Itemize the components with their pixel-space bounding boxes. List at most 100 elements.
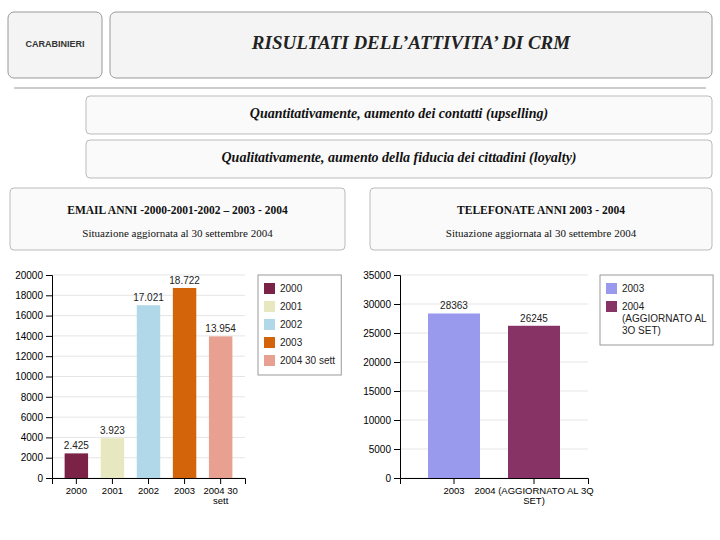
- title: RISULTATI DELL’ATTIVITA’ DI CRM: [251, 32, 571, 53]
- tick: 0: [385, 473, 400, 484]
- bar: [101, 438, 124, 478]
- text-line: SET): [523, 495, 545, 506]
- tick-mark: [112, 478, 113, 484]
- text-line: 2003: [174, 485, 195, 496]
- y-axis: 0200040006000800010000120001400016000180…: [15, 270, 52, 484]
- tick-mark: [394, 391, 400, 392]
- text-line: 2004 30 sett: [280, 355, 335, 366]
- legend-label: 2001: [280, 301, 303, 312]
- tick: 4000: [21, 432, 52, 443]
- text-line: 2001: [102, 485, 123, 496]
- tick: 5000: [369, 444, 400, 455]
- text-line: 2002: [138, 485, 159, 496]
- tick-mark: [46, 478, 52, 479]
- legend-swatch: [606, 283, 617, 294]
- tick: 20000: [363, 357, 400, 368]
- tick-mark: [394, 275, 400, 276]
- data-labels: 2836326245: [440, 300, 548, 323]
- data-label: 17.021: [133, 292, 164, 303]
- tick-label: 2000: [21, 452, 44, 463]
- chart: EMAIL ANNI -2000-2001-2002 – 2003 - 2004…: [10, 188, 345, 506]
- divider: [14, 88, 706, 89]
- tick: 10000: [363, 415, 400, 426]
- tick-label: 35000: [363, 270, 391, 281]
- tick-mark: [394, 420, 400, 421]
- bar: [65, 453, 88, 478]
- legend-swatch: [264, 301, 275, 312]
- legend-item: 2000: [264, 283, 303, 294]
- tick: 2004 (AGGIORNATO AL 3QSET): [474, 478, 593, 506]
- tick: 10000: [15, 371, 52, 382]
- tick-label: 20000: [15, 270, 43, 281]
- tick-mark: [46, 316, 52, 317]
- tick: 2001: [102, 478, 123, 496]
- text-line: 2004: [622, 301, 645, 312]
- tick-mark: [184, 478, 185, 484]
- text-line: sett: [213, 495, 229, 506]
- chart: TELEFONATE ANNI 2003 - 2004Situazione ag…: [363, 188, 713, 506]
- legend-swatch: [264, 337, 275, 348]
- legend-item: 2003: [264, 337, 303, 348]
- tick-label: 15000: [363, 386, 391, 397]
- text-line: (AGGIORNATO AL: [622, 313, 707, 324]
- bar: [209, 336, 232, 478]
- tick-mark: [394, 449, 400, 450]
- tick-mark: [394, 304, 400, 305]
- tick: 2004 30sett: [203, 478, 237, 506]
- grid: [400, 275, 588, 478]
- tick-label: 2002: [138, 485, 159, 496]
- legend-swatch: [264, 319, 275, 330]
- legend-label: 2000: [280, 283, 303, 294]
- bar: [508, 326, 560, 478]
- tick-mark: [394, 333, 400, 334]
- data-label: 26245: [520, 313, 548, 324]
- x-axis: 20032004 (AGGIORNATO AL 3QSET): [401, 478, 594, 506]
- axis-line: [53, 479, 246, 485]
- tick-mark: [148, 478, 149, 484]
- tick-mark: [46, 458, 52, 459]
- legend-label: 2004(AGGIORNATO AL3O SET): [622, 301, 707, 336]
- tick: 30000: [363, 299, 400, 310]
- legend-frame: [258, 275, 341, 375]
- text-line: 2002: [280, 319, 303, 330]
- legend-item: 2002: [264, 319, 303, 330]
- tick: 15000: [363, 386, 400, 397]
- legend-label: 2002: [280, 319, 303, 330]
- tick: 20000: [15, 270, 52, 281]
- x-axis: 2000 2001 2002 2003 2004 30sett: [53, 478, 246, 506]
- tick: 35000: [363, 270, 400, 281]
- data-label: 13.954: [205, 323, 236, 334]
- annotation-box: [86, 96, 712, 134]
- tick-mark: [394, 478, 400, 479]
- bar: [173, 288, 196, 478]
- grid-line: [52, 275, 245, 276]
- chart-subtitle: Situazione aggiornata al 30 settembre 20…: [446, 227, 637, 239]
- tick-mark: [46, 437, 52, 438]
- legend-item: 2001: [264, 301, 303, 312]
- bars: [428, 313, 560, 478]
- legend-frame: [600, 275, 713, 345]
- tick-mark: [46, 356, 52, 357]
- tick-label: 12000: [15, 351, 43, 362]
- axis-line: [394, 276, 401, 479]
- tick-mark: [46, 397, 52, 398]
- tick-mark: [76, 478, 77, 484]
- legend-swatch: [606, 301, 617, 312]
- data-labels: 2.4253.92317.02118.72213.954: [64, 275, 237, 451]
- legend-item: 2004 30 sett: [264, 355, 335, 366]
- tick-label: 6000: [21, 412, 44, 423]
- annotation: Qualitativamente, aumento della fiducia …: [221, 150, 576, 166]
- title-box: [110, 12, 712, 78]
- tick-label: 2004 30sett: [203, 485, 237, 506]
- tick-mark: [46, 417, 52, 418]
- text-line: 2004 (AGGIORNATO AL 3Q: [474, 485, 593, 496]
- tick: 0: [37, 473, 52, 484]
- grid-line: [400, 304, 588, 305]
- tick: 2000: [66, 478, 87, 496]
- axis-line: [401, 479, 589, 485]
- legend: 2003 2004(AGGIORNATO AL3O SET): [600, 275, 713, 345]
- logo-box: [8, 12, 102, 78]
- tick-label: 2004 (AGGIORNATO AL 3QSET): [474, 485, 593, 506]
- text-line: 2003: [622, 283, 645, 294]
- slide: CARABINIERIRISULTATI DELL’ATTIVITA’ DI C…: [0, 0, 720, 540]
